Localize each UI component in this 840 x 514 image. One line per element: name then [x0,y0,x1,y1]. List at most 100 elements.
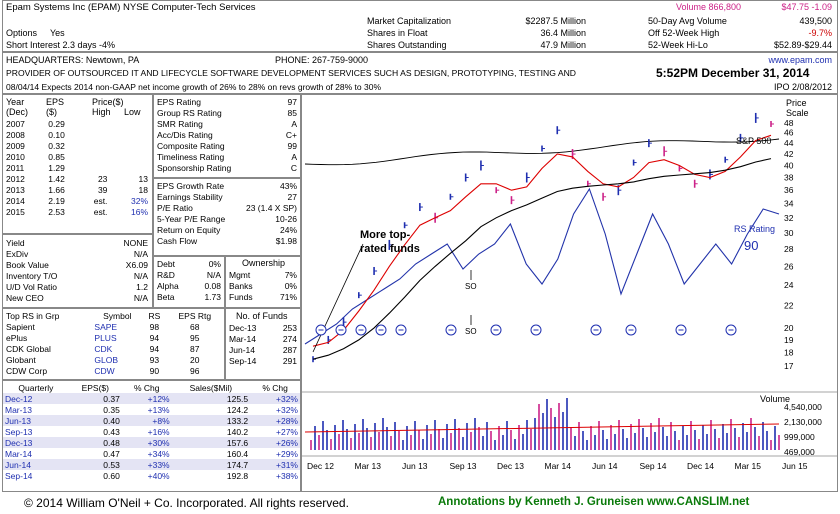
quarterly-sales-chg: +32% [276,404,298,415]
volume-tick-label: 4,540,000 [784,402,822,412]
x-tick-label: Sep 13 [450,461,477,471]
funds-date: Mar-14 [229,333,256,344]
avg-vol-label: 50-Day Avg Volume [648,16,727,26]
growth-value: 24% [279,224,297,235]
ownership-label: Funds [229,291,253,302]
price-tick-label: 38 [784,173,794,183]
quarterly-eps-chg: +30% [121,437,172,448]
eps-price-header: Price($) High [92,97,134,117]
toprs-eps: 68 [190,321,200,332]
debt-label: Alpha [157,280,179,291]
eps-price-low [109,151,150,162]
eps-price-low [109,140,150,151]
debt-label: Debt [157,258,175,269]
toprs-name: Globant [6,354,36,365]
rating-label: Timeliness Rating [157,151,225,162]
quarterly-row: Sep-14 0.60 +40% 192.8 +38% [3,470,300,481]
quarterly-row: Dec-12 0.37 +12% 125.5 +32% [3,393,300,404]
ownership-label: Banks [229,280,253,291]
misc-value: N/A [133,248,148,259]
growth-label: P/E Ratio [157,202,193,213]
debt-panel [153,256,225,308]
toprs-row: CDW Corp CDW 90 96 [4,365,223,376]
price-tick-label: 34 [784,199,794,209]
eps-price-high: est. [93,195,108,206]
quarterly-sales-chg: +26% [250,437,300,448]
off-high-value: -9.7% [808,28,832,38]
volume-value: Volume 866,800 [676,2,742,12]
rating-row: Timeliness Rating A [155,151,299,162]
eps-price-high: 23 [97,173,108,184]
float-value: 36.4 Million [540,28,586,38]
misc-value: NONE [123,237,148,248]
eps-price-low [109,162,150,173]
eps-panel [2,94,153,234]
header-panel [2,0,838,52]
eps-row: 2008 0.10 [4,129,150,140]
rating-row: EPS Rating 97 [155,96,299,107]
debt-row: Beta 1.73 [155,291,223,302]
quarterly-sales: 160.4 [226,448,249,459]
annotation-arrow [312,243,364,353]
growth-value: 23 (1.4 X SP) [245,202,297,213]
toprs-rs: 98 [149,321,160,332]
x-tick-label: Mar 14 [545,461,572,471]
quarterly-header: Sales($Mil) [189,382,233,393]
quarterly-row: Jun-13 0.40 +8% 133.2 +28% [3,415,300,426]
rating-label: SMR Rating [157,118,203,129]
eps-value: 2.19 [48,195,65,206]
quarterly-row: Sep-13 0.43 +16% 140.2 +27% [3,426,300,437]
growth-row: Earnings Stability 27 [155,191,299,202]
quarterly-eps: 0.53 [68,459,122,470]
price-tick-label: 28 [784,244,794,254]
quarterly-eps-chg: +8% [121,415,172,426]
rating-row: SMR Rating A [155,118,299,129]
quarterly-panel [2,380,301,492]
quarterly-header: % Chg [262,382,288,393]
ownership-label: Mgmt [229,269,251,280]
quarterly-eps: 0.37 [68,393,122,404]
x-tick-label: Sep 14 [640,461,667,471]
price-tick-label: 17 [784,361,794,371]
market-cap-value: $2287.5 Million [525,16,586,26]
quarterly-row: Mar-13 0.35 +13% 124.2 +32% [3,404,300,415]
misc-label: U/D Vol Ratio [6,281,58,292]
quarterly-sales-chg: +32% [250,393,300,404]
toprs-panel [2,308,225,380]
quarterly-row: Dec-13 0.48 +30% 157.6 +26% [3,437,300,448]
company-title: Epam Systems Inc (EPAM) NYSE Computer-Te… [6,2,256,13]
growth-value: 10-26 [275,213,297,224]
eps-price-header-text: Price($) High [92,97,124,117]
quarterly-sales-chg: +28% [250,415,300,426]
eps-year: 2011 [6,162,25,173]
volume-tick-label: 999,000 [784,432,815,442]
description: PROVIDER OF OUTSOURCED IT AND LIFECYCLE … [6,68,576,78]
x-tick-label: Dec 13 [497,461,524,471]
misc-row: Yield NONE [4,237,150,248]
misc-row: ExDiv N/A [4,248,150,259]
ownership-table: Mgmt 7% Banks 0% Funds 71% [227,269,299,302]
eps-row: 2011 1.29 [4,162,150,173]
funds-value: 287 [282,344,297,355]
quarterly-sales-chg: +29% [276,448,298,459]
eps-value: 1.42 [48,173,65,184]
website-link[interactable]: www.epam.com [768,55,832,65]
eps-value: 2.53 [48,206,65,217]
toprs-rs: 94 [149,343,160,354]
funds-date: Dec-13 [229,322,257,333]
short-interest: Short Interest 2.3 days -4% [6,40,116,50]
quarterly-table: Quarterly EPS($) % Chg Sales($Mil) % Chg Dec… [3,382,300,481]
eps-value: 1.29 [48,162,65,173]
price-tick-label: 32 [784,213,794,223]
misc-row: Book Value X6.09 [4,259,150,270]
rating-label: Acc/Dis Rating [157,129,213,140]
price-tick-label: 42 [784,149,794,159]
quarterly-eps-chg: +13% [147,404,170,415]
rating-label: Composite Rating [157,140,225,151]
ma200-line [312,158,772,360]
eps-row: 2015 2.53 est. 16% [4,206,150,217]
eps-year: 2012 [6,173,25,184]
toprs-name: ePlus [6,332,28,343]
rating-label: Group RS Rating [157,107,222,118]
